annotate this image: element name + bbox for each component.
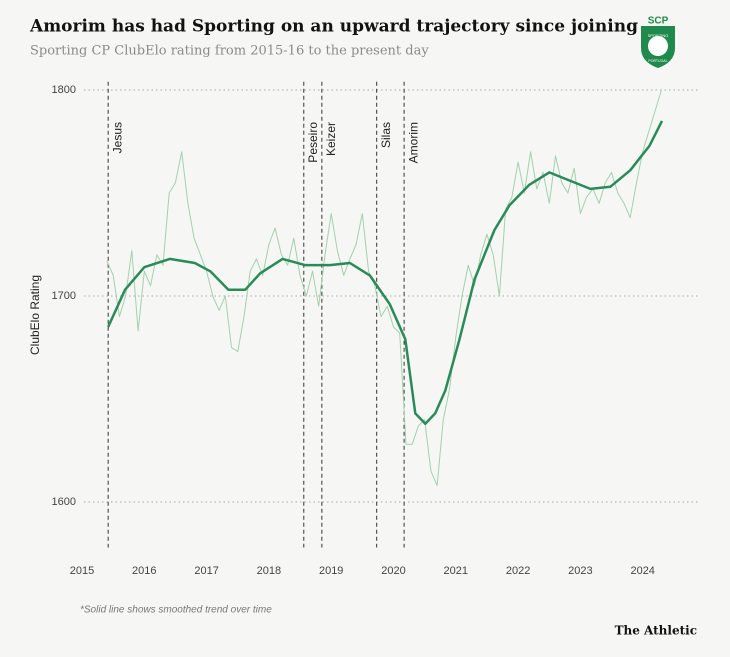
x-tick-label: 2016 [132, 565, 156, 577]
logo-ring-top: SPORTING [648, 33, 669, 38]
x-tick-label: 2024 [630, 565, 654, 577]
manager-label: Keizer [324, 122, 338, 156]
logo-ring-bottom: PORTUGAL [648, 59, 667, 63]
manager-label: Peseiro [306, 122, 320, 163]
y-tick-label: 1800 [52, 84, 76, 96]
x-tick-label: 2020 [381, 565, 405, 577]
x-tick-label: 2022 [506, 565, 530, 577]
chart-title: Amorim has had Sporting on an upward tra… [29, 17, 638, 37]
data-line [107, 120, 664, 425]
x-tick-label: 2021 [444, 565, 468, 577]
logo-text: SCP [648, 16, 669, 27]
source: The Athletic [615, 624, 697, 638]
x-tick-label: 2023 [568, 565, 592, 577]
x-tick-label: 2017 [194, 565, 218, 577]
logo: SCP SPORTING PORTUGAL [641, 16, 675, 68]
manager-label: Amorim [406, 122, 420, 163]
y-axis-label: ClubElo Rating [28, 275, 42, 355]
x-tick-label: 2018 [257, 565, 281, 577]
y-tick-label: 1600 [52, 496, 76, 508]
y-tick-label: 1700 [52, 290, 76, 302]
footnote: *Solid line shows smoothed trend over ti… [80, 605, 272, 616]
logo-ring [648, 36, 668, 56]
manager-label: Silas [379, 122, 393, 148]
data-line [106, 89, 662, 486]
chart-subtitle: Sporting CP ClubElo rating from 2015-16 … [30, 44, 429, 59]
x-tick-label: 2019 [319, 565, 343, 577]
x-tick-label: 2015 [70, 565, 94, 577]
manager-label: Jesus [110, 122, 124, 153]
